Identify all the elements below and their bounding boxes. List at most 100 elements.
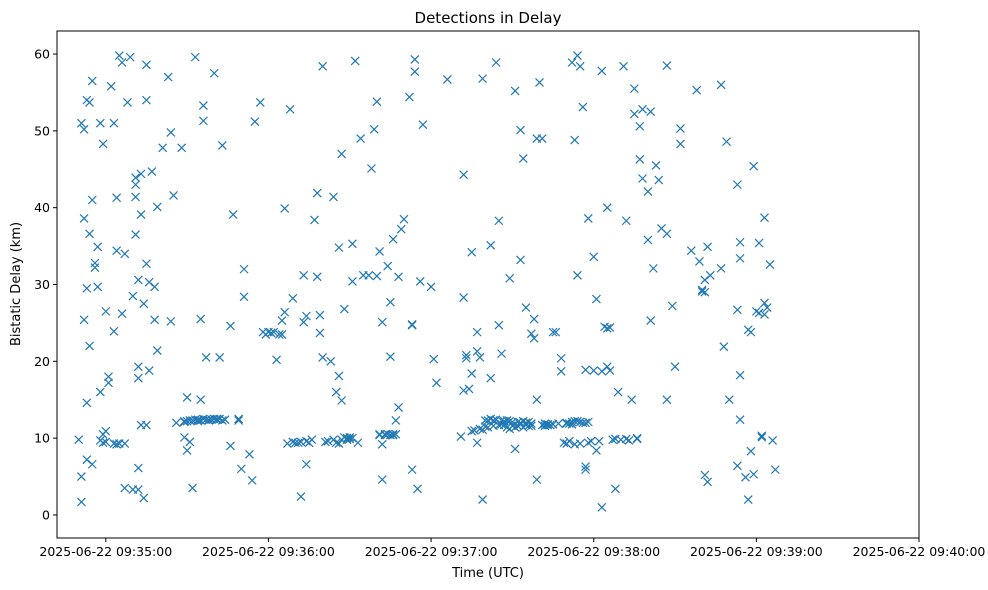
data-point-x-marker: [621, 434, 631, 444]
data-point-x-marker: [166, 127, 176, 137]
data-point-x-marker: [76, 472, 86, 481]
data-point-x-marker: [746, 446, 756, 456]
data-point-x-marker: [326, 356, 336, 366]
data-point-x-marker: [318, 61, 328, 71]
data-point-x-marker: [700, 287, 710, 297]
data-point-x-marker: [461, 350, 471, 360]
data-point-x-marker: [646, 316, 656, 326]
data-point-x-marker: [169, 190, 178, 200]
data-point-x-marker: [456, 432, 466, 442]
data-point-x-marker: [605, 323, 615, 332]
data-point-x-marker: [510, 444, 520, 454]
data-point-x-marker: [101, 426, 111, 436]
data-points: [74, 51, 780, 512]
data-point-x-marker: [234, 416, 244, 425]
data-point-x-marker: [133, 373, 143, 383]
data-point-x-marker: [372, 271, 382, 281]
data-point-x-marker: [570, 135, 580, 145]
data-point-x-marker: [345, 432, 355, 442]
data-point-x-marker: [399, 214, 409, 224]
data-point-x-marker: [619, 61, 628, 71]
data-point-x-marker: [760, 213, 769, 223]
data-point-x-marker: [95, 118, 105, 128]
data-point-x-marker: [703, 242, 712, 252]
data-point-x-marker: [497, 349, 506, 359]
data-point-x-marker: [760, 310, 769, 319]
data-point-x-marker: [139, 299, 149, 309]
data-point-x-marker: [274, 330, 284, 339]
data-point-x-marker: [74, 435, 84, 445]
data-point-x-marker: [196, 314, 206, 324]
data-point-x-marker: [204, 416, 214, 425]
data-point-x-marker: [529, 333, 539, 343]
data-point-x-marker: [288, 293, 298, 303]
data-point-x-marker: [581, 462, 591, 471]
data-point-x-marker: [716, 263, 726, 273]
data-point-x-marker: [700, 470, 710, 480]
data-point-x-marker: [90, 263, 100, 273]
data-point-x-marker: [602, 203, 612, 213]
data-point-x-marker: [150, 282, 160, 292]
data-point-x-marker: [166, 316, 176, 326]
data-point-x-marker: [486, 240, 496, 250]
data-point-x-marker: [128, 291, 138, 301]
x-tick-label: 2025-06-22 09:39:00: [690, 544, 823, 559]
data-point-x-marker: [334, 243, 344, 253]
data-point-x-marker: [85, 341, 94, 351]
data-point-x-marker: [573, 270, 582, 280]
data-point-x-marker: [613, 387, 623, 397]
x-axis: 2025-06-22 09:35:00 2025-06-22 09:36:00 20…: [39, 538, 985, 559]
data-point-x-marker: [272, 355, 281, 365]
data-point-x-marker: [220, 415, 230, 425]
data-point-x-marker: [643, 235, 653, 245]
data-point-x-marker: [147, 167, 157, 177]
data-point-x-marker: [95, 387, 105, 397]
data-point-x-marker: [296, 492, 306, 501]
data-point-x-marker: [245, 449, 254, 459]
data-point-x-marker: [716, 80, 726, 90]
data-point-x-marker: [337, 149, 347, 159]
data-point-x-marker: [746, 327, 756, 337]
data-point-x-marker: [182, 392, 192, 402]
data-point-x-marker: [705, 270, 715, 280]
data-point-x-marker: [472, 438, 482, 448]
data-point-x-marker: [391, 416, 401, 425]
data-point-x-marker: [472, 346, 482, 356]
x-tick-label: 2025-06-22 09:35:00: [39, 544, 172, 559]
data-point-x-marker: [581, 465, 591, 475]
data-point-x-marker: [388, 430, 398, 440]
data-point-x-marker: [735, 370, 745, 380]
data-point-x-marker: [480, 422, 490, 432]
data-point-x-marker: [299, 270, 309, 280]
data-point-x-marker: [703, 477, 712, 487]
data-point-x-marker: [212, 414, 222, 424]
data-point-x-marker: [90, 258, 100, 268]
data-point-x-marker: [478, 495, 488, 505]
data-point-x-marker: [131, 173, 141, 183]
data-point-x-marker: [494, 320, 504, 330]
y-tick-label: 10: [34, 431, 50, 446]
data-point-x-marker: [464, 384, 474, 394]
data-point-x-marker: [188, 483, 197, 493]
data-point-x-marker: [442, 74, 452, 84]
data-point-x-marker: [312, 188, 322, 198]
data-point-x-marker: [331, 438, 341, 448]
data-point-x-marker: [605, 366, 615, 375]
data-point-x-marker: [388, 234, 398, 244]
data-point-x-marker: [391, 429, 401, 439]
data-point-x-marker: [627, 395, 637, 405]
data-point-x-marker: [315, 328, 325, 338]
data-point-x-marker: [635, 121, 645, 131]
data-point-x-marker: [196, 395, 206, 405]
data-point-x-marker: [318, 353, 328, 362]
data-point-x-marker: [152, 346, 162, 355]
data-point-x-marker: [228, 210, 238, 220]
data-point-x-marker: [112, 439, 122, 449]
data-point-x-marker: [749, 469, 759, 479]
data-point-x-marker: [768, 436, 778, 445]
data-point-x-marker: [526, 329, 536, 339]
data-point-x-marker: [676, 139, 685, 149]
data-point-x-marker: [573, 51, 582, 61]
data-point-x-marker: [133, 275, 143, 285]
data-point-x-marker: [413, 484, 422, 494]
